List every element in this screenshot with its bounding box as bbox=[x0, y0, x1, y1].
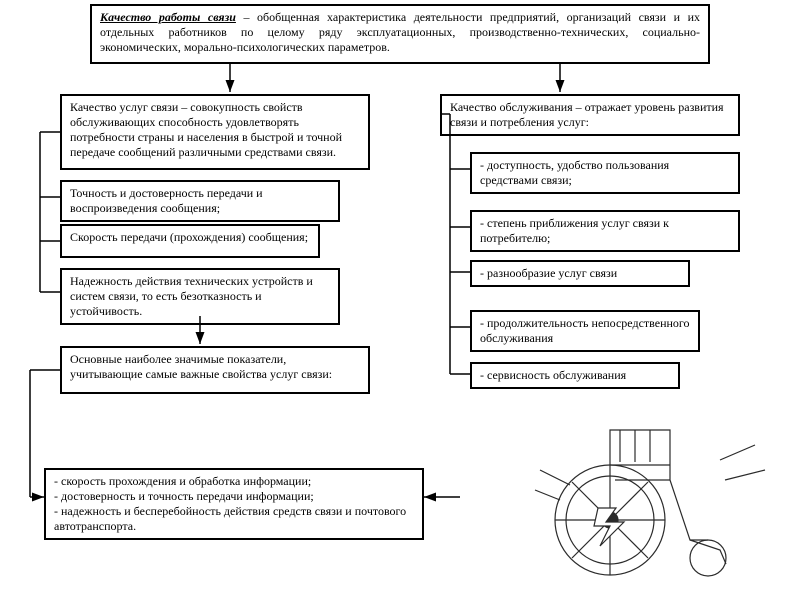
right-proximity-box: - степень приближения услуг связи к потр… bbox=[470, 210, 740, 252]
right-service-text: - сервисность обслуживания bbox=[480, 368, 626, 382]
right-access-text: - доступность, удобство пользования сред… bbox=[480, 158, 669, 187]
right-variety-text: - разнообразие услуг связи bbox=[480, 266, 617, 280]
right-service-box: - сервисность обслуживания bbox=[470, 362, 680, 389]
left-main-box: Качество услуг связи – совокупность свой… bbox=[60, 94, 370, 170]
left-main-text: Качество услуг связи – совокупность свой… bbox=[70, 100, 342, 159]
right-proximity-text: - степень приближения услуг связи к потр… bbox=[480, 216, 669, 245]
left-speed-box: Скорость передачи (прохождения) сообщени… bbox=[60, 224, 320, 258]
left-accuracy-box: Точность и достоверность передачи и восп… bbox=[60, 180, 340, 222]
header-term: Качество работы связи bbox=[100, 10, 236, 24]
left-accuracy-text: Точность и достоверность передачи и восп… bbox=[70, 186, 263, 215]
left-reliability-text: Надежность действия технических устройст… bbox=[70, 274, 313, 318]
right-main-box: Качество обслуживания – отражает уровень… bbox=[440, 94, 740, 136]
left-speed-text: Скорость передачи (прохождения) сообщени… bbox=[70, 230, 308, 244]
wheelchair-illustration bbox=[520, 400, 780, 590]
left-indicators-box: Основные наиболее значимые показатели, у… bbox=[60, 346, 370, 394]
left-reliability-box: Надежность действия технических устройст… bbox=[60, 268, 340, 325]
right-access-box: - доступность, удобство пользования сред… bbox=[470, 152, 740, 194]
right-variety-box: - разнообразие услуг связи bbox=[470, 260, 690, 287]
bottom-list-text: - скорость прохождения и обработка инфор… bbox=[54, 474, 406, 533]
bottom-list-box: - скорость прохождения и обработка инфор… bbox=[44, 468, 424, 540]
left-indicators-text: Основные наиболее значимые показатели, у… bbox=[70, 352, 332, 381]
right-main-text: Качество обслуживания – отражает уровень… bbox=[450, 100, 724, 129]
right-duration-box: - продолжительность непосредственного об… bbox=[470, 310, 700, 352]
header-definition-box: Качество работы связи – обобщенная харак… bbox=[90, 4, 710, 64]
right-duration-text: - продолжительность непосредственного об… bbox=[480, 316, 690, 345]
